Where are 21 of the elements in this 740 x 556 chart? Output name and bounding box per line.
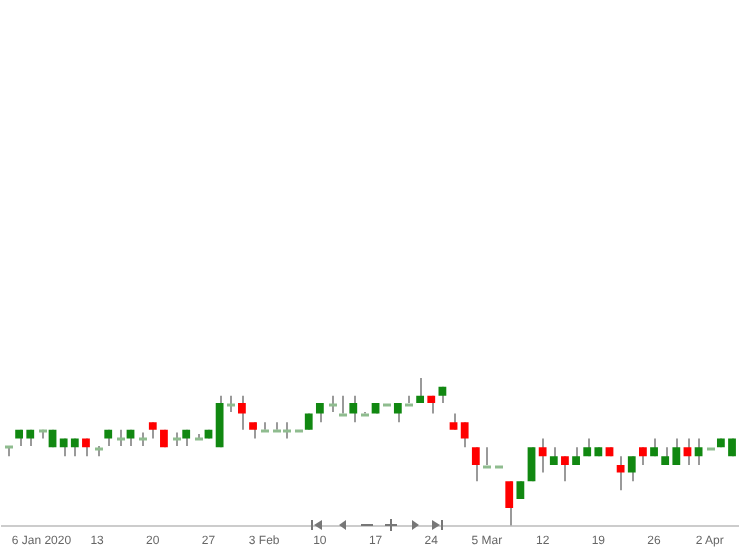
candlestick [337, 394, 349, 417]
candlestick [349, 394, 358, 424]
candlestick [259, 421, 271, 433]
candlestick [694, 437, 703, 467]
candlestick [315, 402, 324, 424]
candlestick [505, 480, 514, 527]
candlestick [471, 446, 480, 483]
candlestick [481, 446, 493, 469]
candlestick [393, 402, 402, 424]
candlestick [403, 394, 415, 407]
candlestick [271, 421, 283, 433]
candlestick [683, 437, 692, 467]
candlestick [215, 394, 224, 449]
candlestick [616, 455, 625, 492]
candlestick [538, 437, 547, 474]
candlestick [416, 377, 425, 405]
candlestick [238, 394, 246, 431]
candlestick [627, 455, 636, 483]
candlestick [527, 446, 536, 483]
candlestick [561, 455, 569, 483]
candlestick [460, 421, 469, 449]
